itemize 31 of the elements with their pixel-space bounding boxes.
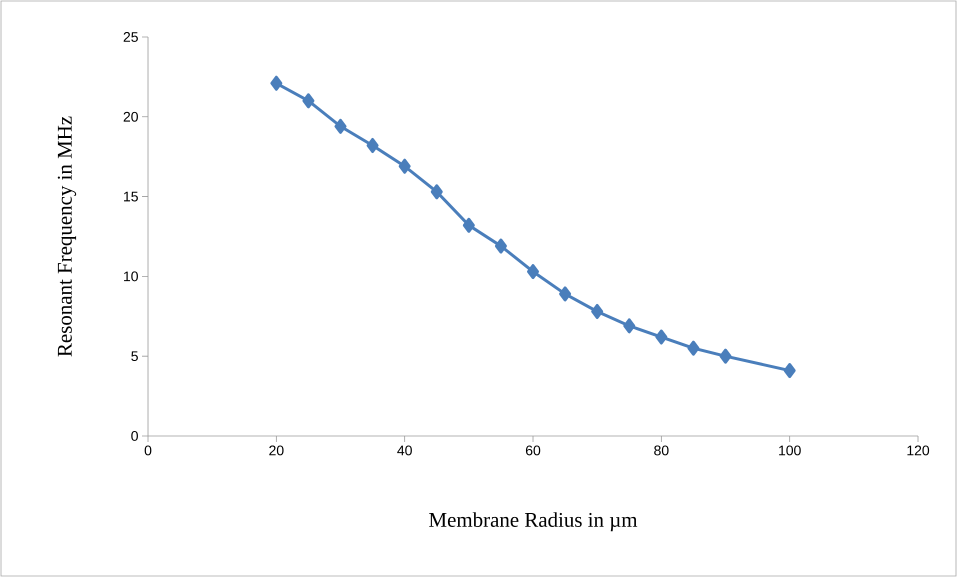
x-tick-label: 40	[397, 445, 412, 456]
point	[270, 76, 282, 91]
x-tick-label: 80	[654, 445, 669, 456]
point	[527, 264, 540, 280]
point	[366, 138, 379, 154]
x-tick-label: 100	[779, 445, 801, 456]
y-tick-label: 20	[124, 112, 138, 122]
point	[398, 158, 411, 174]
x-tick-label: 120	[907, 445, 930, 456]
y-axis-title: Resonant Frequency in MHz	[58, 116, 76, 356]
point	[302, 93, 314, 108]
point	[720, 348, 732, 364]
y-tick-label: 10	[124, 271, 138, 282]
x-tick-label: 60	[526, 445, 540, 456]
y-tick-label: 15	[124, 192, 138, 202]
point	[559, 286, 572, 302]
point	[430, 184, 443, 200]
x-tick-label: 20	[269, 445, 284, 456]
y-tick-label: 25	[124, 32, 138, 42]
y-tick-label: 0	[131, 431, 138, 441]
point	[591, 304, 604, 319]
point	[655, 330, 668, 345]
point	[623, 318, 636, 334]
x-tick-label: 0	[144, 445, 152, 456]
point	[687, 340, 700, 356]
point	[784, 363, 796, 378]
y-tick-label: 5	[131, 351, 138, 362]
point	[462, 218, 475, 233]
point	[334, 118, 347, 134]
point	[494, 238, 507, 254]
x-axis-title: Membrane Radius in µm	[429, 512, 638, 532]
